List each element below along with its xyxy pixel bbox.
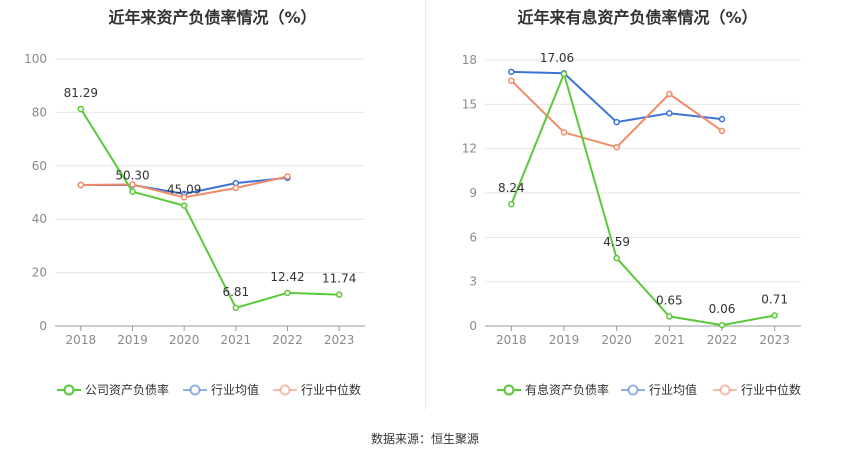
y-tick-label: 60	[32, 159, 47, 173]
legend-marker-icon	[621, 384, 645, 395]
y-tick-label: 9	[469, 186, 477, 200]
legend-item[interactable]: 行业中位数	[273, 381, 361, 398]
chart-panel-right: 近年来有息资产负债率情况（%） 0 3 6 9 12 15 18 2018 2019 2020 20…	[425, 0, 850, 420]
chart-legend: 有息资产负债率 行业均值 行业中位数	[425, 381, 850, 401]
data-label: 11.74	[322, 272, 356, 286]
legend-label: 有息资产负债率	[525, 383, 610, 397]
data-point	[77, 105, 85, 113]
y-tick-label: 40	[32, 212, 47, 226]
legend-item[interactable]: 行业中位数	[713, 381, 801, 398]
legend-marker-icon	[497, 384, 521, 395]
data-source-note: 数据来源：恒生聚源	[370, 432, 479, 446]
data-point	[508, 68, 515, 76]
chart-plot: 0 3 6 9 12 15 18 2018 2019 2020 2021 2022 2023 8.24 17…	[462, 51, 801, 347]
legend-item[interactable]: 有息资产负债率	[497, 381, 609, 398]
data-point	[77, 181, 85, 189]
data-point	[613, 118, 620, 126]
chart-panel-left: 近年来资产负债率情况（%） 0 20 40 60 80 100 2018 2019 2020 20…	[0, 0, 425, 420]
x-tick-label: 2021	[654, 333, 685, 347]
x-tick-label: 2018	[496, 333, 527, 347]
y-tick-label: 0	[469, 319, 477, 333]
y-tick-label: 12	[462, 142, 477, 156]
data-point	[335, 291, 343, 298]
legend-marker-icon	[183, 384, 207, 395]
y-tick-label: 3	[469, 275, 477, 289]
data-point	[666, 313, 673, 320]
series-line	[510, 79, 723, 149]
y-tick-label: 6	[469, 230, 477, 244]
data-point	[508, 77, 515, 84]
x-tick-label: 2020	[601, 333, 632, 347]
x-tick-label: 2022	[707, 333, 738, 347]
x-tick-label: 2023	[324, 333, 355, 347]
chart-legend: 公司资产负债率 行业均值 行业中位数	[0, 381, 425, 401]
legend-label: 行业中位数	[301, 383, 362, 397]
y-tick-label: 100	[24, 52, 47, 66]
legend-marker-icon	[273, 384, 297, 395]
data-point	[613, 143, 620, 151]
data-point	[718, 127, 726, 135]
legend-label: 行业均值	[649, 383, 698, 397]
data-point	[666, 90, 673, 98]
data-label: 6.81	[222, 285, 249, 299]
data-point	[284, 173, 291, 180]
chart-plot: 0 20 40 60 80 100 2018 2019 2020 2021 2022 2023 81.2…	[24, 52, 365, 347]
series-line	[511, 70, 723, 124]
data-label: 0.65	[656, 293, 683, 307]
y-tick-label: 20	[32, 266, 47, 280]
legend-label: 公司资产负债率	[85, 383, 170, 397]
data-point	[718, 115, 726, 123]
data-point	[129, 181, 136, 188]
legend-item[interactable]: 公司资产负债率	[57, 381, 169, 398]
data-point	[613, 254, 620, 262]
x-tick-label: 2020	[169, 333, 200, 347]
y-tick-label: 80	[32, 105, 47, 119]
x-tick-label: 2021	[221, 333, 252, 347]
legend-item[interactable]: 行业均值	[183, 381, 259, 398]
data-point	[718, 321, 726, 329]
data-label: 12.42	[270, 270, 304, 284]
x-tick-label: 2019	[549, 333, 580, 347]
data-point	[232, 184, 240, 192]
data-point	[666, 109, 673, 117]
chart-title: 近年来资产负债率情况（%）	[108, 8, 317, 27]
legend-item[interactable]: 行业均值	[621, 381, 697, 398]
data-point	[129, 188, 136, 195]
x-tick-label: 2019	[117, 333, 148, 347]
x-tick-label: 2023	[759, 333, 790, 347]
data-point	[232, 304, 240, 312]
y-tick-label: 15	[462, 97, 477, 111]
x-tick-label: 2022	[272, 333, 303, 347]
data-label: 45.09	[167, 183, 201, 197]
data-point	[284, 289, 291, 297]
data-point	[508, 200, 515, 208]
data-point	[180, 194, 188, 201]
data-point	[771, 312, 778, 319]
legend-marker-icon	[713, 384, 737, 395]
data-label: 81.29	[64, 86, 98, 100]
y-tick-label: 18	[462, 53, 477, 67]
data-point	[180, 202, 188, 209]
data-label: 0.71	[761, 293, 788, 307]
data-label: 4.59	[603, 235, 630, 249]
series-line	[510, 70, 775, 327]
data-label: 50.30	[115, 169, 149, 183]
series-line	[79, 108, 340, 310]
data-label: 17.06	[540, 51, 574, 65]
data-point	[560, 70, 568, 78]
chart-title: 近年来有息资产负债率情况（%）	[517, 8, 758, 27]
legend-label: 行业均值	[211, 383, 260, 397]
legend-marker-icon	[57, 384, 81, 395]
legend-label: 行业中位数	[741, 383, 802, 397]
data-point	[560, 129, 568, 136]
x-tick-label: 2018	[66, 333, 97, 347]
data-label: 0.06	[709, 302, 736, 316]
panel-divider	[425, 0, 426, 410]
data-label: 8.24	[498, 181, 525, 195]
y-tick-label: 0	[39, 319, 47, 333]
